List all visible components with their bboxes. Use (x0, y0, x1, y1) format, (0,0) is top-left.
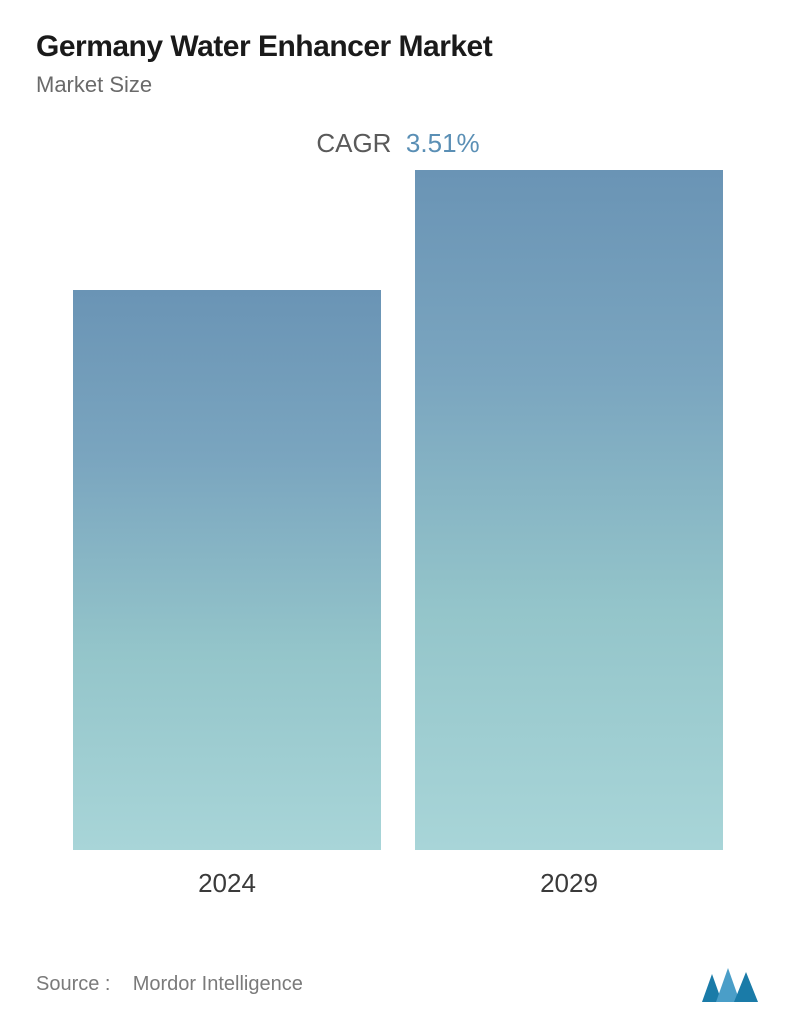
source-text: Source : Mordor Intelligence (36, 973, 303, 996)
bar-label-2024: 2024 (198, 868, 256, 899)
chart-area: 2024 2029 (36, 219, 760, 934)
source-label: Source : (36, 973, 110, 995)
source-name: Mordor Intelligence (133, 973, 303, 995)
bar-2024 (73, 290, 381, 850)
brand-logo-icon (700, 964, 760, 1004)
cagr-value: 3.51% (406, 128, 480, 158)
chart-subtitle: Market Size (36, 72, 760, 98)
cagr-row: CAGR 3.51% (36, 128, 760, 159)
bar-2029 (415, 170, 723, 850)
cagr-label: CAGR (316, 128, 391, 158)
bar-group-2024: 2024 (73, 290, 381, 899)
bar-label-2029: 2029 (540, 868, 598, 899)
bars-container: 2024 2029 (36, 219, 760, 899)
bar-group-2029: 2029 (415, 170, 723, 899)
chart-title: Germany Water Enhancer Market (36, 30, 760, 64)
footer: Source : Mordor Intelligence (36, 934, 760, 1014)
chart-container: Germany Water Enhancer Market Market Siz… (0, 0, 796, 1034)
